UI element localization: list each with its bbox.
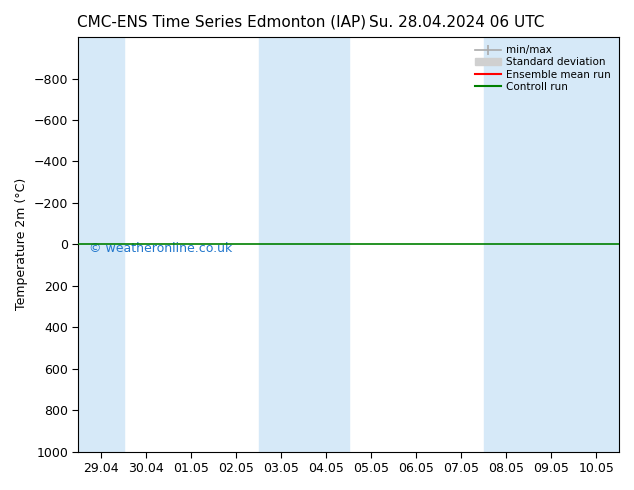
Bar: [484, 37, 619, 452]
Legend: min/max, Standard deviation, Ensemble mean run, Controll run: min/max, Standard deviation, Ensemble me…: [472, 42, 614, 95]
Y-axis label: Temperature 2m (°C): Temperature 2m (°C): [15, 178, 28, 311]
Text: © weatheronline.co.uk: © weatheronline.co.uk: [89, 242, 233, 255]
Bar: [259, 37, 349, 452]
Bar: [79, 37, 124, 452]
Text: Su. 28.04.2024 06 UTC: Su. 28.04.2024 06 UTC: [369, 15, 544, 30]
Text: CMC-ENS Time Series Edmonton (IAP): CMC-ENS Time Series Edmonton (IAP): [77, 15, 366, 30]
